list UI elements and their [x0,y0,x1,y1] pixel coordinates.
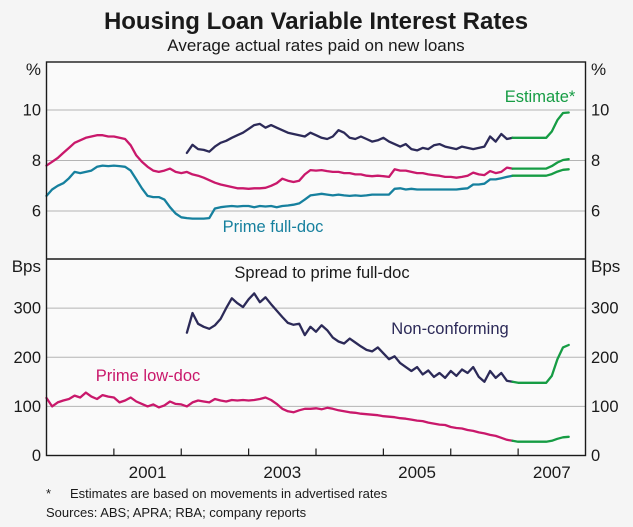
axis-unit-right-rates: % [591,60,606,79]
series-label-estimate: Estimate* [505,88,576,106]
series-line-prime-low-doc-spread [45,391,514,442]
y-tick-label-right-spreads-0: 0 [591,447,600,465]
axis-unit-right-spreads: Bps [591,257,620,276]
x-year-label-2003: 2003 [263,463,301,482]
series-line-prime-low-doc-rate [45,134,514,190]
y-tick-label-right-spreads-100: 100 [591,398,619,416]
y-tick-label-left-rates-10: 10 [23,101,41,119]
axis-unit-left-rates: % [26,60,41,79]
x-year-label-2005: 2005 [398,463,436,482]
y-tick-label-right-spreads-300: 300 [591,300,619,318]
y-tick-label-right-rates-8: 8 [591,152,600,170]
series-label-non-conforming: Non-conforming [391,320,508,338]
series-line-non-conforming-spread-estimate [511,343,570,384]
x-year-label-2007: 2007 [533,463,571,482]
y-tick-label-right-spreads-200: 200 [591,349,619,367]
series-label-spread-to-prime-full-doc: Spread to prime full-doc [234,264,409,282]
chart-subtitle: Average actual rates paid on new loans [167,36,464,55]
y-tick-label-left-rates-8: 8 [32,152,41,170]
series-line-prime-full-doc-rate [45,164,514,220]
axis-unit-left-spreads: Bps [12,257,41,276]
footnote-sources: Sources: ABS; APRA; RBA; company reports [46,505,307,520]
series-line-prime-low-doc-rate-estimate [511,158,570,170]
series-label-prime-full-doc: Prime full-doc [223,218,324,236]
footnote-text: Estimates are based on movements in adve… [70,486,388,501]
footnote-marker: * [46,486,51,501]
series-line-prime-full-doc-rate-estimate [511,168,570,177]
series-line-non-conforming-rate-estimate [511,111,570,139]
y-tick-label-right-rates-6: 6 [591,203,600,221]
y-tick-label-left-spreads-300: 300 [13,300,41,318]
chart-title: Housing Loan Variable Interest Rates [104,8,528,35]
chart-canvas: 6 6 8 8 10 10% % Estimate* Prime full-doc 0 0 100 10… [12,60,621,482]
y-tick-label-left-spreads-0: 0 [32,447,41,465]
y-tick-label-left-rates-6: 6 [32,203,41,221]
y-tick-label-right-rates-10: 10 [591,101,609,119]
y-tick-label-left-spreads-200: 200 [13,349,41,367]
y-tick-label-left-spreads-100: 100 [13,398,41,416]
x-year-label-2001: 2001 [129,463,167,482]
series-line-non-conforming-rate [185,122,514,155]
series-label-prime-low-doc: Prime low-doc [96,367,201,385]
series-line-non-conforming-spread [185,292,514,383]
series-line-prime-low-doc-spread-estimate [511,435,570,443]
